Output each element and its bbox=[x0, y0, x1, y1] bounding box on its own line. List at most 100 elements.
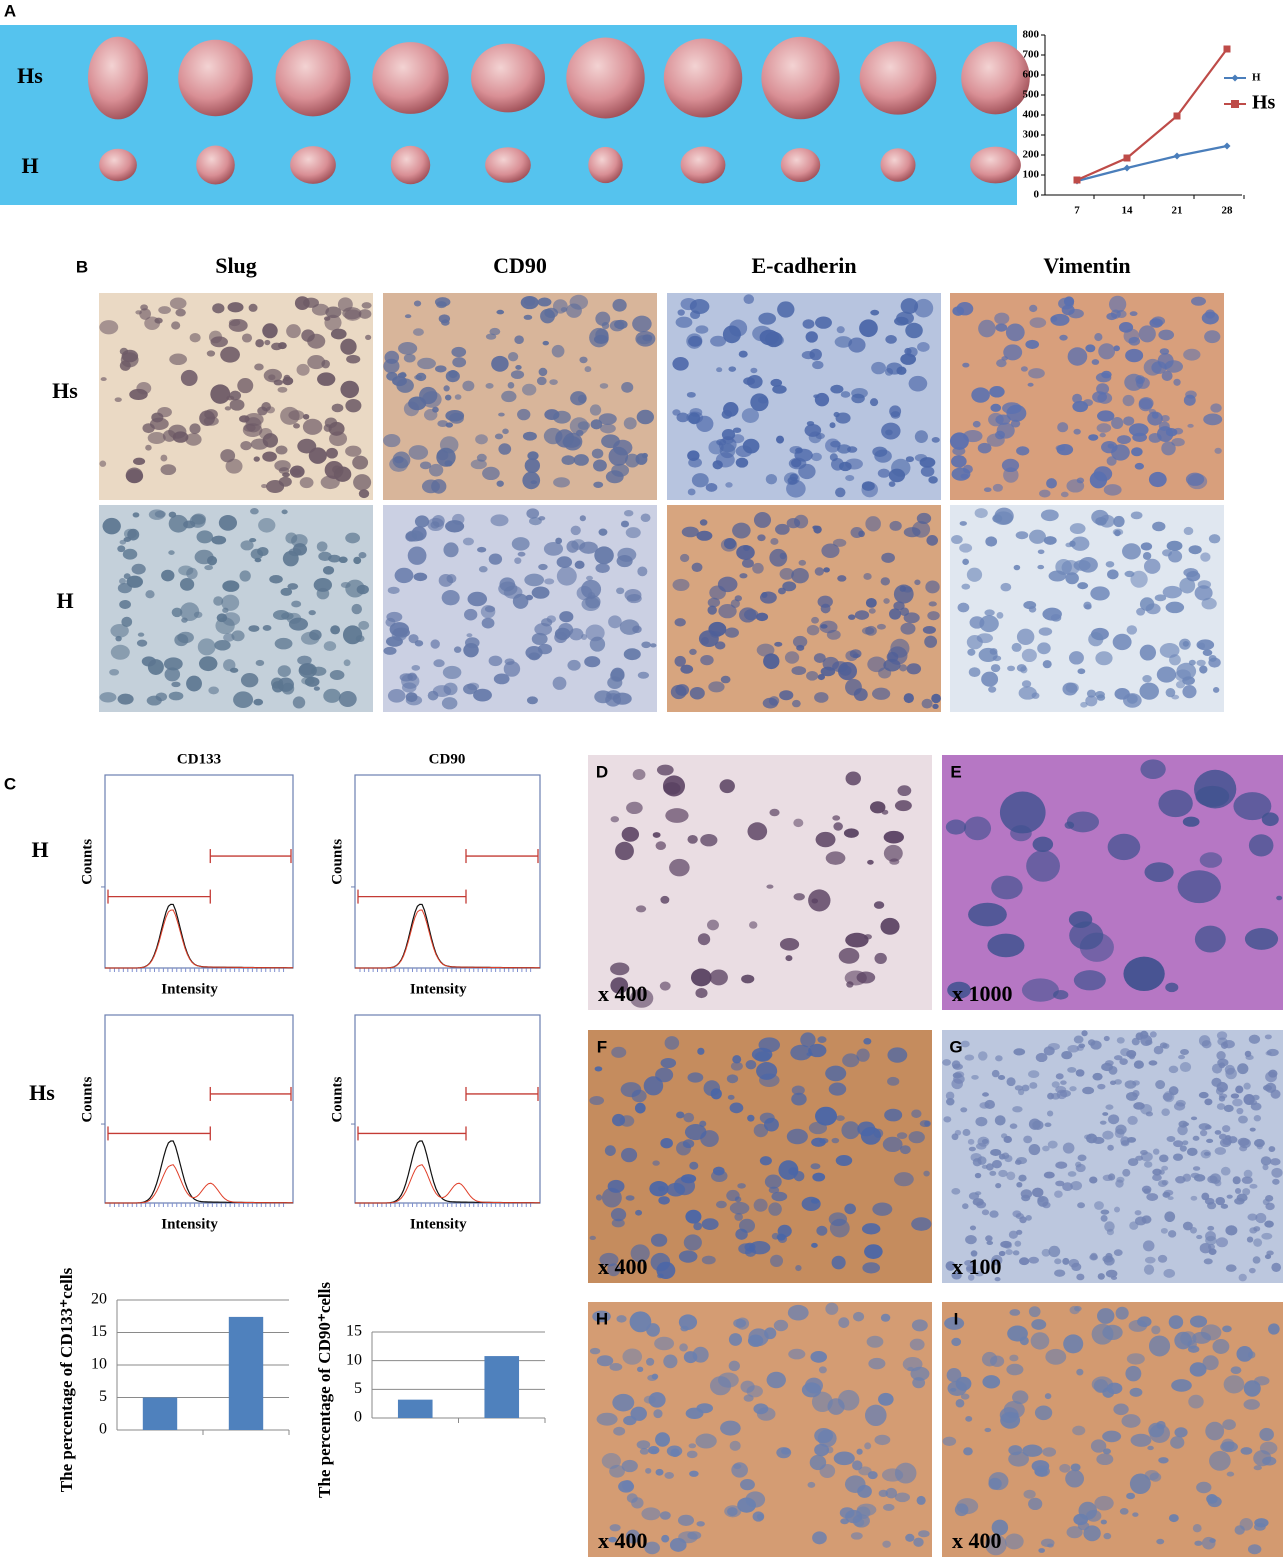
cell-nucleus bbox=[598, 528, 608, 536]
cell-nucleus bbox=[1061, 1050, 1073, 1060]
cell-nucleus bbox=[1271, 1167, 1283, 1178]
cell-nucleus bbox=[607, 1263, 621, 1277]
cell-nucleus bbox=[968, 902, 1007, 927]
cell-nucleus bbox=[825, 851, 846, 865]
cell-nucleus bbox=[383, 434, 401, 448]
cell-nucleus bbox=[869, 398, 879, 407]
cell-nucleus bbox=[1182, 640, 1189, 647]
cell-nucleus bbox=[556, 556, 573, 569]
cell-nucleus bbox=[1057, 422, 1069, 433]
cell-nucleus bbox=[1220, 1203, 1229, 1209]
cell-nucleus bbox=[1088, 434, 1099, 441]
cell-nucleus bbox=[808, 1043, 827, 1058]
cell-nucleus bbox=[591, 448, 604, 459]
cell-nucleus bbox=[517, 551, 526, 557]
cell-nucleus bbox=[853, 1311, 865, 1322]
cell-nucleus bbox=[544, 409, 560, 421]
cell-nucleus bbox=[960, 473, 969, 479]
cell-nucleus bbox=[689, 1470, 699, 1477]
cell-nucleus bbox=[779, 938, 800, 951]
cell-nucleus bbox=[180, 369, 198, 386]
cell-nucleus bbox=[589, 1096, 605, 1105]
cell-nucleus bbox=[641, 452, 648, 459]
cell-nucleus bbox=[605, 693, 622, 707]
flow-frame bbox=[354, 1014, 541, 1204]
cell-nucleus bbox=[876, 623, 886, 630]
cell-nucleus bbox=[338, 556, 348, 564]
cell-nucleus bbox=[752, 562, 764, 574]
cell-nucleus bbox=[964, 1260, 974, 1267]
cell-nucleus bbox=[1148, 1060, 1158, 1066]
cell-nucleus bbox=[223, 659, 236, 672]
cell-nucleus bbox=[1094, 691, 1105, 699]
cell-nucleus bbox=[484, 605, 496, 613]
cell-nucleus bbox=[110, 624, 129, 638]
cell-nucleus bbox=[1249, 1127, 1256, 1132]
cell-nucleus bbox=[615, 841, 634, 861]
cell-nucleus bbox=[957, 602, 970, 613]
cell-nucleus bbox=[1027, 382, 1034, 387]
cell-nucleus bbox=[1208, 654, 1217, 662]
cell-nucleus bbox=[812, 360, 824, 370]
cell-nucleus bbox=[776, 1233, 786, 1241]
cell-nucleus bbox=[1187, 423, 1194, 428]
cell-nucleus bbox=[706, 919, 719, 931]
cell-nucleus bbox=[1114, 1128, 1125, 1139]
cell-nucleus bbox=[843, 828, 859, 838]
cell-nucleus bbox=[1189, 1362, 1207, 1377]
cell-nucleus bbox=[1262, 1164, 1269, 1171]
cell-nucleus bbox=[1223, 1375, 1245, 1394]
cell-nucleus bbox=[1205, 1235, 1217, 1246]
cell-nucleus bbox=[806, 625, 820, 636]
cell-nucleus bbox=[695, 988, 708, 999]
cell-nucleus bbox=[1006, 1171, 1016, 1181]
cell-nucleus bbox=[140, 304, 148, 311]
cell-nucleus bbox=[977, 1051, 988, 1061]
cell-nucleus bbox=[1058, 297, 1074, 310]
cell-nucleus bbox=[1156, 666, 1177, 683]
cell-nucleus bbox=[1029, 304, 1038, 313]
cell-nucleus bbox=[1201, 597, 1217, 610]
cell-nucleus bbox=[823, 567, 830, 573]
cell-nucleus bbox=[1066, 479, 1085, 493]
cell-nucleus bbox=[696, 1521, 705, 1527]
cell-nucleus bbox=[978, 319, 996, 338]
cell-nucleus bbox=[675, 316, 693, 328]
cell-nucleus bbox=[345, 445, 362, 457]
cell-nucleus bbox=[1226, 1194, 1233, 1199]
cell-nucleus bbox=[1276, 895, 1283, 901]
cell-nucleus bbox=[1192, 1524, 1202, 1533]
cell-nucleus bbox=[770, 1254, 784, 1268]
cell-nucleus bbox=[1131, 1037, 1140, 1046]
cell-nucleus bbox=[826, 629, 841, 640]
cell-nucleus bbox=[1261, 812, 1279, 827]
tumor bbox=[372, 42, 449, 114]
y-axis-label: Counts bbox=[79, 1077, 95, 1123]
cell-nucleus bbox=[169, 297, 187, 310]
cell-nucleus bbox=[117, 693, 134, 705]
cell-nucleus bbox=[1068, 651, 1084, 665]
cell-nucleus bbox=[656, 764, 674, 776]
cell-nucleus bbox=[899, 607, 910, 616]
cell-nucleus bbox=[1124, 1080, 1137, 1089]
cell-nucleus bbox=[1002, 402, 1022, 414]
cell-nucleus bbox=[883, 598, 890, 604]
cell-nucleus bbox=[845, 678, 862, 696]
cell-nucleus bbox=[873, 901, 885, 909]
tumor bbox=[761, 36, 840, 120]
cell-nucleus bbox=[808, 889, 831, 912]
cell-nucleus bbox=[544, 578, 555, 585]
cell-nucleus bbox=[404, 314, 412, 319]
cell-nucleus bbox=[1159, 348, 1170, 355]
cell-nucleus bbox=[574, 560, 585, 569]
cell-nucleus bbox=[870, 309, 880, 316]
cell-nucleus bbox=[909, 1338, 925, 1351]
cell-nucleus bbox=[652, 1160, 660, 1166]
cell-nucleus bbox=[942, 1436, 957, 1446]
cell-nucleus bbox=[806, 670, 819, 681]
cell-nucleus bbox=[1055, 1161, 1068, 1169]
cell-nucleus bbox=[1102, 1324, 1123, 1341]
cell-nucleus bbox=[770, 378, 783, 387]
cell-nucleus bbox=[1000, 1240, 1012, 1248]
cell-nucleus bbox=[637, 671, 650, 679]
